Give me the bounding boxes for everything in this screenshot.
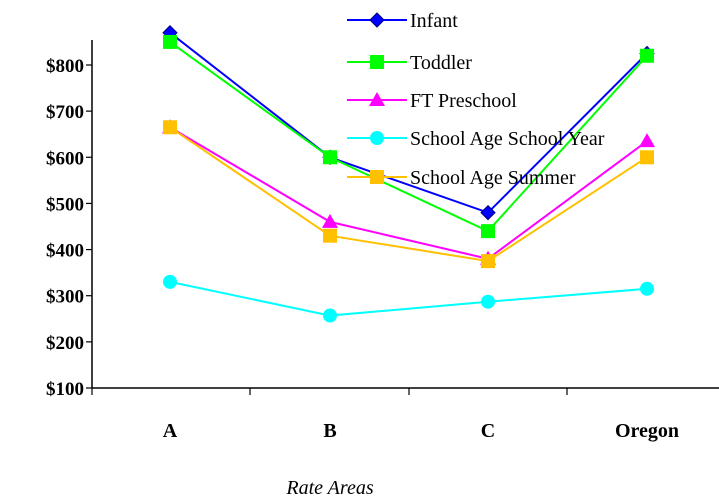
legend-entry: School Age School Year xyxy=(347,128,605,150)
data-point xyxy=(481,254,495,269)
data-point xyxy=(640,281,654,296)
series-school-age-summer xyxy=(163,120,654,269)
legend-label: Toddler xyxy=(410,52,472,74)
legend-label: FT Preschool xyxy=(410,90,517,112)
x-axis-title: Rate Areas xyxy=(285,477,373,499)
y-tick-label: $100 xyxy=(46,379,84,400)
series-line xyxy=(169,280,648,317)
y-tick-label: $600 xyxy=(46,148,84,169)
data-point xyxy=(639,133,655,148)
series-group xyxy=(162,24,655,323)
y-tick-label: $200 xyxy=(46,333,84,354)
axes: $100 $200 $300 $400 $500 $600 $700 $800 A B C Orego… xyxy=(46,40,719,442)
legend-marker xyxy=(370,131,384,145)
data-point xyxy=(322,213,338,228)
legend-label: School Age Summer xyxy=(410,167,576,189)
legend-marker xyxy=(370,170,384,184)
data-point xyxy=(163,120,177,135)
series-toddler xyxy=(163,34,654,239)
legend-marker xyxy=(369,12,385,28)
x-tick-label: Oregon xyxy=(615,420,679,442)
y-tick-label: $700 xyxy=(46,102,84,123)
y-tick-label: $800 xyxy=(46,56,84,77)
data-point xyxy=(323,228,337,243)
legend-label: School Age School Year xyxy=(410,128,605,150)
legend-entry: School Age Summer xyxy=(347,167,576,189)
series-line xyxy=(169,31,648,214)
legend-entry: Infant xyxy=(347,10,458,32)
y-tick-label: $500 xyxy=(46,194,84,215)
data-point xyxy=(480,204,496,221)
data-point xyxy=(163,34,177,49)
legend-label: Infant xyxy=(410,10,458,32)
series-line xyxy=(169,126,648,263)
data-point xyxy=(163,274,177,289)
legend-marker xyxy=(369,92,385,106)
x-tick-label: B xyxy=(323,420,336,442)
legend-entry: Toddler xyxy=(347,52,472,74)
y-tick-label: $400 xyxy=(46,241,84,262)
series-school-age-school-year xyxy=(163,274,654,323)
series-line xyxy=(169,126,648,260)
data-point xyxy=(323,308,337,323)
legend: Infant Toddler FT Preschool School Age Scho… xyxy=(347,10,605,189)
y-tick-label: $300 xyxy=(46,287,84,308)
data-point xyxy=(481,294,495,309)
legend-marker xyxy=(370,55,384,69)
x-tick-label: A xyxy=(163,420,178,442)
x-tick-label: C xyxy=(481,420,495,442)
data-point xyxy=(640,48,654,63)
data-point xyxy=(323,150,337,165)
series-line xyxy=(169,41,648,233)
legend-entry: FT Preschool xyxy=(347,90,517,112)
data-point xyxy=(481,224,495,239)
data-point xyxy=(640,150,654,165)
